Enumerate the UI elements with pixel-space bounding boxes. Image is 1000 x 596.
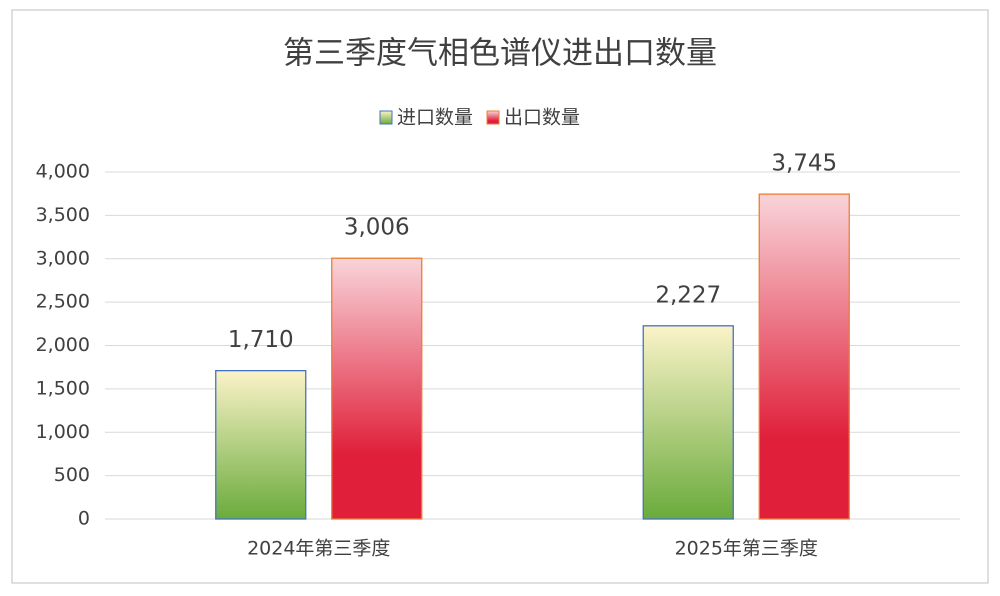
bar xyxy=(215,370,307,520)
bar xyxy=(331,257,423,520)
data-label: 3,745 xyxy=(771,151,837,177)
y-tick-label: 4,000 xyxy=(36,161,90,183)
chart-title: 第三季度气相色谱仪进出口数量 xyxy=(283,36,717,72)
x-tick-label: 2025年第三季度 xyxy=(675,538,818,560)
y-tick-label: 2,000 xyxy=(36,334,90,356)
y-tick-label: 500 xyxy=(54,464,90,486)
bar xyxy=(642,325,734,520)
data-label: 3,006 xyxy=(344,215,410,241)
y-tick-label: 3,500 xyxy=(36,204,90,226)
legend-marker xyxy=(486,110,500,125)
data-label: 2,227 xyxy=(655,282,721,308)
x-tick-label: 2024年第三季度 xyxy=(247,538,390,560)
y-tick-label: 3,000 xyxy=(36,247,90,269)
bar xyxy=(758,193,850,520)
y-tick-label: 2,500 xyxy=(36,291,90,313)
legend-marker xyxy=(379,110,393,125)
legend-label: 出口数量 xyxy=(504,107,580,129)
y-tick-label: 1,000 xyxy=(36,421,90,443)
y-tick-label: 1,500 xyxy=(36,377,90,399)
legend-label: 进口数量 xyxy=(397,107,473,129)
data-label: 1,710 xyxy=(228,327,294,353)
y-tick-label: 0 xyxy=(78,508,90,530)
